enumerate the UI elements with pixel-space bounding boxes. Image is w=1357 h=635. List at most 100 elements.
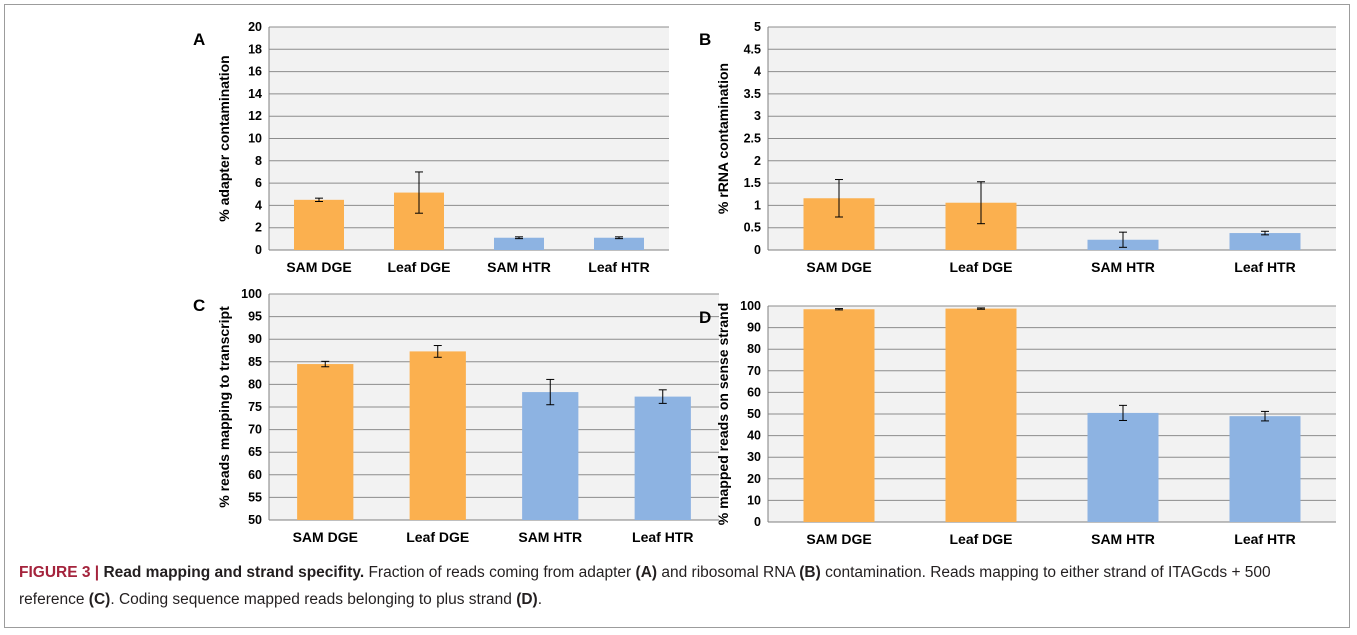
x-tick-label: SAM DGE <box>286 259 351 275</box>
y-tick-label: 14 <box>248 87 262 101</box>
bar-sam-htr <box>494 237 544 250</box>
y-tick-label: 4 <box>255 198 262 212</box>
y-tick-label: 2 <box>754 154 761 168</box>
bar-sam-dge <box>294 199 344 250</box>
y-tick-label: 50 <box>248 513 262 527</box>
y-tick-label: 85 <box>248 355 262 369</box>
x-tick-label: Leaf DGE <box>387 259 450 275</box>
chart-panel-d: D 0 10 20 30 40 50 60 70 80 90 100 SAM DGE Leaf DGE SA… <box>699 299 1336 547</box>
y-tick-label: 0 <box>754 515 761 529</box>
y-tick-label: 1 <box>754 198 761 212</box>
error-bar <box>835 308 843 311</box>
y-tick-label: 60 <box>747 385 761 399</box>
bar-sam-htr <box>1087 412 1159 522</box>
figure-frame: A 0 2 4 6 8 10 12 14 16 18 20 SAM DGE Leaf DGE SAM HTR… <box>4 4 1350 628</box>
error-bar <box>321 360 330 368</box>
x-tick-label: SAM DGE <box>806 531 871 547</box>
y-tick-label: 5 <box>754 20 761 34</box>
y-tick-label: 40 <box>747 429 761 443</box>
y-tick-label: 50 <box>747 407 761 421</box>
bar-leaf-htr <box>594 237 644 250</box>
y-tick-label: 12 <box>248 109 262 123</box>
x-tick-label: Leaf HTR <box>632 529 693 545</box>
x-tick-label: Leaf DGE <box>406 529 469 545</box>
x-tick-label: SAM HTR <box>487 259 551 275</box>
y-tick-label: 1.5 <box>744 176 761 190</box>
y-tick-label: 80 <box>248 377 262 391</box>
x-tick-label: SAM HTR <box>1091 531 1155 547</box>
y-tick-label: 65 <box>248 445 262 459</box>
y-tick-label: 18 <box>248 42 262 56</box>
y-tick-label: 75 <box>248 400 262 414</box>
y-tick-label: 70 <box>747 364 761 378</box>
x-tick-label: SAM DGE <box>293 529 358 545</box>
y-tick-label: 8 <box>255 154 262 168</box>
x-tick-label: Leaf DGE <box>949 531 1012 547</box>
y-tick-label: 2.5 <box>744 132 761 146</box>
x-tick-label: SAM DGE <box>806 259 871 275</box>
y-tick-label: 0.5 <box>744 221 761 235</box>
caption-text-4: . Coding sequence mapped reads belonging… <box>110 591 512 608</box>
error-bar <box>415 171 423 214</box>
bar-leaf-htr <box>634 396 691 520</box>
x-tick-label: SAM HTR <box>518 529 582 545</box>
error-bar <box>1261 230 1269 236</box>
bar-leaf-dge <box>409 351 466 520</box>
error-bar <box>1119 231 1127 248</box>
y-axis-title: % mapped reads on sense strand <box>715 303 731 526</box>
y-tick-label: 10 <box>747 493 761 507</box>
y-tick-label: 55 <box>248 490 262 504</box>
error-bar <box>515 236 523 240</box>
caption-ref-d: (D) <box>516 591 538 608</box>
y-axis-title: % rRNA contamination <box>715 63 731 214</box>
y-tick-label: 60 <box>248 468 262 482</box>
error-bar <box>1119 404 1127 421</box>
bar-leaf-htr <box>1229 233 1301 250</box>
x-tick-label: Leaf DGE <box>949 259 1012 275</box>
caption-ref-c: (C) <box>88 591 111 608</box>
error-bar <box>977 181 985 225</box>
x-tick-label: Leaf HTR <box>588 259 649 275</box>
caption-ref-b: (B) <box>799 564 821 581</box>
y-tick-label: 90 <box>248 332 262 346</box>
y-tick-label: 100 <box>740 299 761 313</box>
chart-panel-c: C 50 55 60 65 70 75 80 85 90 95 100 SAM DGE Leaf DGE S… <box>193 287 719 545</box>
error-bar <box>315 197 323 202</box>
y-axis-title: % adapter contamination <box>216 55 232 221</box>
y-tick-label: 20 <box>747 472 761 486</box>
error-bar <box>977 307 985 310</box>
caption-text-2: and ribosomal RNA <box>661 564 795 581</box>
error-bar <box>1261 410 1269 422</box>
y-tick-label: 3.5 <box>744 87 761 101</box>
x-tick-label: SAM HTR <box>1091 259 1155 275</box>
caption-text-5: . <box>537 591 543 608</box>
y-tick-label: 0 <box>255 243 262 257</box>
y-tick-label: 4 <box>754 65 761 79</box>
y-tick-label: 20 <box>248 20 262 34</box>
x-tick-label: Leaf HTR <box>1234 531 1295 547</box>
bar-sam-dge <box>803 309 875 522</box>
panel-letter-b: B <box>699 30 711 49</box>
y-tick-label: 10 <box>248 132 262 146</box>
caption-label: FIGURE 3 | <box>19 564 100 581</box>
error-bar <box>433 345 442 358</box>
caption-text-1: Fraction of reads coming from adapter <box>368 564 632 581</box>
bar-leaf-htr <box>1229 416 1301 522</box>
y-tick-label: 30 <box>747 450 761 464</box>
error-bar <box>615 236 623 240</box>
panel-letter-d: D <box>699 308 711 327</box>
y-tick-label: 0 <box>754 243 761 257</box>
y-tick-label: 70 <box>248 423 262 437</box>
y-tick-label: 2 <box>255 221 262 235</box>
panel-letter-c: C <box>193 296 205 315</box>
x-tick-label: Leaf HTR <box>1234 259 1295 275</box>
error-bar <box>658 389 667 404</box>
y-tick-label: 95 <box>248 310 262 324</box>
error-bar <box>546 378 555 406</box>
chart-panel-b: B 0 0.5 1 1.5 2 2.5 3 3.5 4 4.5 5 SAM DGE Leaf DGE SAM… <box>699 20 1336 275</box>
bar-sam-dge <box>297 364 354 520</box>
y-tick-label: 4.5 <box>744 42 761 56</box>
bar-leaf-dge <box>945 308 1017 522</box>
bar-sam-htr <box>522 392 579 520</box>
